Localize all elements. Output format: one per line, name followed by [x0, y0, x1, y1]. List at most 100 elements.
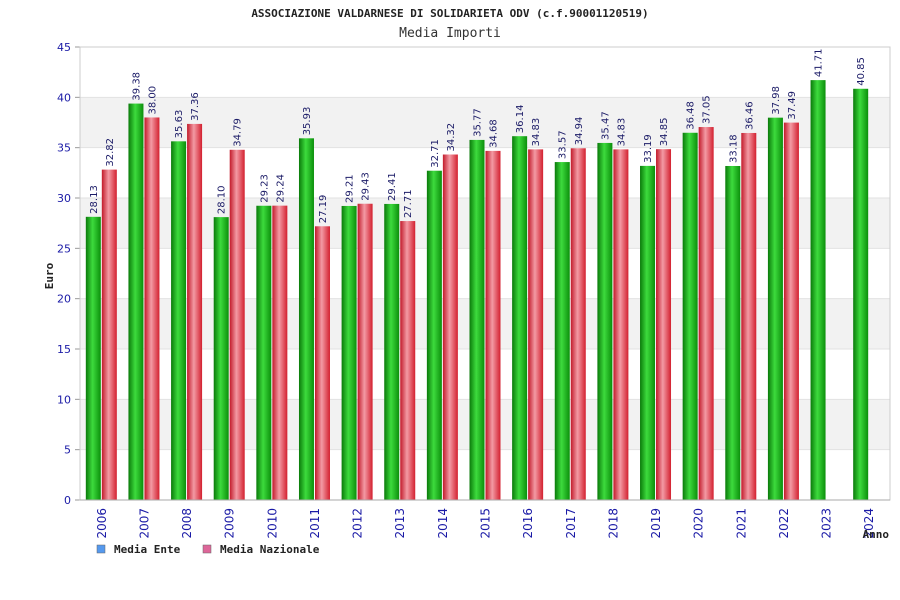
- bar-media-ente: [256, 205, 272, 500]
- value-label-media-nazionale: 34.83: [531, 118, 542, 147]
- x-tick-label: 2009: [223, 508, 237, 539]
- x-tick-label: 2007: [137, 508, 151, 539]
- value-label-media-ente: 29.41: [387, 172, 398, 201]
- value-label-media-ente: 36.48: [686, 101, 697, 130]
- x-tick-label: 2017: [564, 508, 578, 539]
- bar-media-ente: [767, 117, 783, 500]
- x-tick-label: 2023: [820, 508, 834, 539]
- value-label-media-ente: 33.18: [728, 134, 739, 163]
- bar-media-ente: [85, 216, 101, 501]
- x-axis-label: Anno: [863, 528, 890, 541]
- x-tick-label: 2024: [862, 508, 876, 539]
- bar-media-nazionale: [357, 203, 373, 500]
- bar-media-nazionale: [442, 154, 458, 500]
- legend: Media Ente Media Nazionale: [96, 543, 320, 556]
- bars: [85, 80, 869, 501]
- value-label-media-ente: 37.98: [771, 86, 782, 115]
- y-tick-label: 0: [64, 494, 71, 507]
- value-label-media-ente: 33.19: [643, 134, 654, 163]
- x-tick-label: 2019: [649, 508, 663, 539]
- bar-media-ente: [810, 80, 826, 501]
- y-tick-label: 25: [57, 242, 71, 255]
- x-tick-label: 2014: [436, 508, 450, 539]
- bar-media-nazionale: [570, 148, 586, 500]
- value-label-media-nazionale: 34.68: [489, 119, 500, 148]
- value-label-media-nazionale: 37.05: [702, 95, 713, 124]
- bar-media-nazionale: [314, 226, 330, 500]
- x-tick-label: 2016: [521, 508, 535, 539]
- value-label-media-nazionale: 34.83: [616, 118, 627, 147]
- y-tick-label: 35: [57, 142, 71, 155]
- legend-swatch-media-ente: [96, 544, 106, 554]
- x-axis-ticks: 2006 2007 2008 2009 2010 2011 2012 2013 2014 2015…: [95, 508, 876, 539]
- y-axis-label: Euro: [43, 262, 56, 289]
- value-label-media-ente: 35.77: [473, 108, 484, 137]
- y-tick-label: 15: [57, 343, 71, 356]
- value-label-media-nazionale: 37.49: [787, 91, 798, 120]
- bar-media-ente: [298, 138, 314, 500]
- y-axis-ticks: 0 5 10 15 20 25 30 35 40 45: [57, 41, 80, 507]
- bar-media-ente: [725, 165, 741, 500]
- bar-media-ente: [384, 203, 400, 500]
- y-tick-label: 20: [57, 293, 71, 306]
- value-label-media-nazionale: 36.46: [744, 101, 755, 130]
- value-label-media-ente: 29.21: [345, 174, 356, 203]
- x-tick-label: 2008: [180, 508, 194, 539]
- bar-media-nazionale: [613, 149, 629, 501]
- bar-media-ente: [341, 205, 357, 500]
- y-tick-label: 5: [64, 444, 71, 457]
- value-label-media-ente: 32.71: [430, 139, 441, 168]
- value-label-media-ente: 41.71: [814, 48, 825, 77]
- legend-label-media-nazionale: Media Nazionale: [220, 543, 320, 556]
- x-tick-label: 2021: [734, 508, 748, 539]
- bar-media-ente: [213, 217, 229, 501]
- bar-media-nazionale: [229, 149, 245, 500]
- bar-media-nazionale: [783, 122, 799, 500]
- value-label-media-ente: 29.23: [259, 174, 270, 203]
- chart-title: ASSOCIAZIONE VALDARNESE DI SOLIDARIETA O…: [251, 7, 648, 20]
- y-tick-label: 30: [57, 192, 71, 205]
- bar-media-nazionale: [741, 132, 757, 500]
- chart-subtitle: Media Importi: [399, 26, 501, 41]
- bar-media-nazionale: [400, 221, 416, 500]
- value-label-media-ente: 28.10: [217, 185, 228, 214]
- value-label-media-ente: 35.47: [600, 111, 611, 140]
- bar-media-nazionale: [144, 117, 160, 500]
- bar-media-nazionale: [698, 127, 714, 500]
- bar-media-nazionale: [656, 149, 672, 500]
- value-label-media-nazionale: 38.00: [147, 86, 158, 115]
- value-label-media-ente: 28.13: [89, 185, 100, 214]
- bar-media-ente: [128, 103, 144, 500]
- bar-media-ente: [853, 88, 869, 500]
- value-label-media-nazionale: 37.36: [190, 92, 201, 121]
- legend-swatch-media-nazionale: [202, 544, 212, 554]
- value-label-media-nazionale: 29.43: [361, 172, 372, 201]
- value-labels: 28.13 32.82 39.38 38.00 35.63 37.36 28.10 34.79…: [89, 48, 867, 223]
- bar-media-nazionale: [528, 149, 544, 501]
- x-tick-label: 2010: [265, 508, 279, 539]
- y-tick-label: 45: [57, 41, 71, 54]
- x-tick-label: 2011: [308, 508, 322, 539]
- value-label-media-ente: 35.93: [302, 107, 313, 136]
- value-label-media-ente: 40.85: [856, 57, 867, 86]
- bar-media-ente: [597, 142, 613, 500]
- bar-media-nazionale: [101, 169, 117, 500]
- x-tick-label: 2022: [777, 508, 791, 539]
- bar-media-ente: [426, 170, 442, 500]
- bar-media-ente: [682, 132, 698, 500]
- value-label-media-nazionale: 27.71: [403, 189, 414, 218]
- value-label-media-ente: 36.14: [515, 105, 526, 134]
- value-label-media-ente: 39.38: [131, 72, 142, 101]
- bar-media-ente: [640, 165, 656, 500]
- bar-media-ente: [554, 162, 570, 500]
- value-label-media-nazionale: 27.19: [318, 195, 329, 224]
- value-label-media-nazionale: 34.85: [659, 118, 670, 147]
- value-label-media-nazionale: 34.32: [446, 123, 457, 152]
- value-label-media-nazionale: 34.79: [233, 118, 244, 147]
- bar-media-nazionale: [485, 150, 501, 500]
- x-tick-label: 2013: [393, 508, 407, 539]
- y-tick-label: 10: [57, 393, 71, 406]
- value-label-media-ente: 33.57: [558, 130, 569, 159]
